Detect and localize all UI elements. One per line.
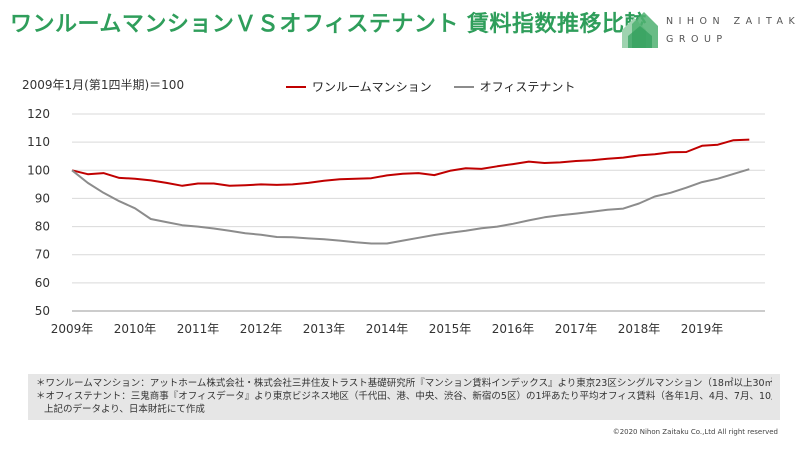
x-tick-label-2018: 2018年	[618, 322, 661, 336]
page-title: ワンルームマンションＶＳオフィステナント 賃料指数推移比較	[10, 12, 648, 37]
house-logo-icon	[622, 12, 658, 48]
x-tick-label-2011: 2011年	[177, 322, 220, 336]
x-tick-label-2015: 2015年	[429, 322, 472, 336]
legend-swatch-office	[453, 85, 474, 88]
company-logo: NIHON ZAITAKU GROUP	[618, 8, 800, 58]
series-line-residential	[71, 138, 750, 187]
x-tick-label-2014: 2014年	[366, 322, 409, 336]
x-tick-label-2012: 2012年	[240, 322, 283, 336]
y-tick-label-60: 60	[35, 276, 50, 290]
y-tick-label-50: 50	[35, 304, 50, 318]
x-tick-label-2019: 2019年	[681, 322, 724, 336]
y-tick-label-120: 120	[27, 107, 50, 121]
x-tick-label-2010: 2010年	[114, 322, 157, 336]
legend-item-residential: ワンルームマンション	[286, 78, 432, 95]
legend-swatch-residential	[286, 85, 306, 88]
logo-text-line1: NIHON ZAITAKU	[666, 16, 800, 27]
legend-item-office: オフィステナント	[453, 78, 576, 95]
legend-label-residential: ワンルームマンション	[312, 80, 432, 94]
copyright-text: ©2020 Nihon Zaitaku Co.,Ltd All right re…	[612, 428, 778, 436]
x-tick-label-2017: 2017年	[555, 322, 598, 336]
index-base-label: 2009年1月(第1四半期)＝100	[22, 78, 185, 92]
note-compiled-by: 上記のデータより、日本財託にて作成	[44, 404, 205, 415]
y-tick-label-100: 100	[27, 163, 50, 177]
source-notes: ＊ワンルームマンション：アットホーム株式会社・株式会社三井住友トラスト基礎研究所…	[28, 374, 780, 420]
x-tick-label-2016: 2016年	[492, 322, 535, 336]
chart-legend: ワンルームマンション オフィステナント	[286, 78, 575, 95]
x-tick-label-2009: 2009年	[51, 322, 94, 336]
y-tick-label-80: 80	[35, 220, 50, 234]
y-tick-label-110: 110	[27, 135, 50, 149]
logo-text-line2: GROUP	[666, 34, 728, 45]
x-tick-label-2013: 2013年	[303, 322, 346, 336]
legend-label-office: オフィステナント	[479, 80, 576, 94]
series-line-office	[71, 168, 750, 245]
note-office-source: ＊オフィステナント：三鬼商事『オフィスデータ』より東京ビジネス地区（千代田、港、…	[36, 391, 772, 402]
y-tick-label-70: 70	[35, 248, 50, 262]
y-tick-label-90: 90	[35, 191, 50, 205]
note-residential-source: ＊ワンルームマンション：アットホーム株式会社・株式会社三井住友トラスト基礎研究所…	[36, 378, 772, 389]
